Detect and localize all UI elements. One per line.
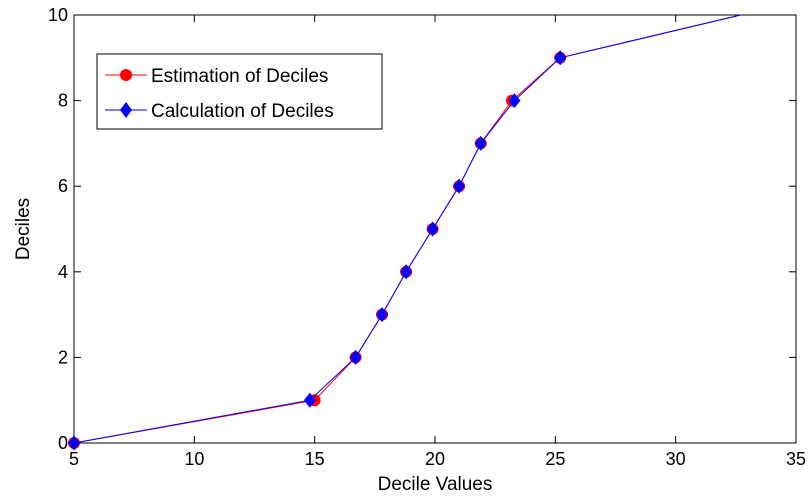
x-axis-label: Decile Values — [378, 474, 493, 495]
data-point-diamond — [474, 135, 487, 151]
series-layer — [68, 14, 741, 451]
y-tick-label: 10 — [48, 5, 68, 25]
y-tick-label: 8 — [58, 91, 68, 111]
x-axis-ticks: 5 10 15 20 25 30 35 — [69, 15, 806, 469]
x-tick-label: 30 — [666, 449, 686, 469]
legend-marker-circle-icon — [120, 69, 132, 81]
x-tick-label: 25 — [545, 449, 565, 469]
x-tick-label: 35 — [786, 449, 806, 469]
y-tick-label: 4 — [58, 262, 68, 282]
data-point-diamond — [554, 50, 567, 66]
x-tick-label: 10 — [184, 449, 204, 469]
data-point-diamond — [426, 221, 439, 237]
data-point-diamond — [508, 93, 521, 109]
legend-entry-calculation: Calculation of Deciles — [105, 101, 334, 122]
legend-marker-diamond-icon — [120, 102, 132, 118]
data-point-diamond — [376, 307, 389, 323]
y-axis-label: Deciles — [13, 198, 34, 260]
y-axis-ticks: 0 2 4 6 8 10 — [48, 5, 796, 453]
y-tick-label: 0 — [58, 433, 68, 453]
legend-box — [96, 53, 383, 130]
legend-label-calculation: Calculation of Deciles — [151, 101, 334, 122]
data-point-diamond — [349, 349, 362, 365]
x-tick-label: 20 — [425, 449, 445, 469]
x-tick-label: 5 — [69, 449, 79, 469]
legend: Estimation of Deciles Calculation of Dec… — [96, 53, 383, 130]
data-point-diamond — [303, 392, 316, 408]
legend-entry-estimation: Estimation of Deciles — [105, 66, 328, 87]
y-tick-label: 6 — [58, 176, 68, 196]
data-point-diamond — [400, 264, 413, 280]
data-point-diamond — [453, 178, 466, 194]
data-point-diamond — [68, 435, 80, 451]
legend-label-estimation: Estimation of Deciles — [151, 66, 328, 87]
series-calculation — [68, 14, 741, 451]
y-tick-label: 2 — [58, 347, 68, 367]
x-tick-label: 15 — [305, 449, 325, 469]
